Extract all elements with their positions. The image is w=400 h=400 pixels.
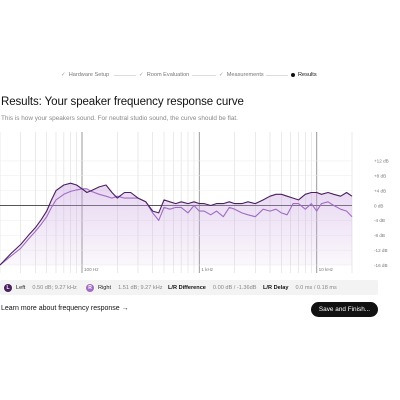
lr-delay-value: 0.0 ms / 0.18 ms [295, 284, 337, 291]
page-subtitle: This is how your speakers sound. For neu… [1, 115, 238, 122]
lr-difference-value: 0.00 dB / -1.36dB [212, 284, 257, 291]
measurement-legend: L Left 0.50 dB; 9.27 kHz R Right 1.51 dB… [0, 280, 378, 295]
y-tick-label: +4 dB [374, 188, 386, 193]
step-label: Measurements [226, 72, 264, 78]
x-tick-label: 10 kHz [319, 267, 334, 272]
step-label: Room Evaluation [146, 72, 190, 78]
y-tick-label: -8 dB [374, 233, 385, 238]
legend-left[interactable]: L Left 0.50 dB; 9.27 kHz [4, 280, 77, 295]
stepper-connector [266, 75, 288, 76]
frequency-response-chart[interactable]: +12 dB +8 dB +4 dB 0 dB -4 dB -8 dB -12 dB -16 … [0, 128, 400, 273]
x-tick-label: 100 Hz [84, 267, 99, 272]
legend-right[interactable]: R Right 1.51 dB; 9.27 kHz [86, 280, 163, 295]
legend-lr-delay: L/R Delay 0.0 ms / 0.18 ms [263, 280, 337, 295]
progress-stepper: ✓ Hardware Setup ✓ Room Evaluation ✓ Mea… [0, 72, 400, 86]
left-channel-badge: L [4, 283, 12, 292]
check-icon: ✓ [219, 72, 224, 78]
step-room-evaluation[interactable]: ✓ Room Evaluation [139, 72, 189, 78]
check-icon: ✓ [139, 72, 144, 78]
legend-right-value: 1.51 dB; 9.27 kHz [118, 284, 163, 291]
response-area-fill [0, 183, 352, 265]
save-and-finish-button[interactable]: Save and Finish... [311, 302, 378, 317]
y-tick-label: +8 dB [374, 174, 386, 179]
lr-difference-label: L/R Difference [168, 284, 206, 291]
legend-lr-difference: L/R Difference 0.00 dB / -1.36dB [168, 280, 256, 295]
series-line-left [0, 182, 353, 266]
legend-left-value: 0.50 dB; 9.27 kHz [32, 284, 77, 291]
page-title: Results: Your speaker frequency response… [1, 96, 244, 108]
check-icon: ✓ [61, 72, 66, 78]
step-hardware-setup[interactable]: ✓ Hardware Setup [61, 72, 109, 78]
step-measurements[interactable]: ✓ Measurements [219, 72, 264, 78]
x-tick-label: 1 kHz [201, 267, 213, 272]
current-step-dot-icon [291, 73, 295, 77]
legend-left-label: Left [16, 284, 26, 291]
stepper-connector [192, 75, 216, 76]
step-label: Results [298, 72, 317, 78]
y-tick-label: -4 dB [374, 218, 385, 223]
right-channel-badge: R [86, 283, 94, 292]
learn-more-link[interactable]: Learn more about frequency response → [1, 305, 129, 312]
step-label: Hardware Setup [68, 72, 110, 78]
lr-delay-label: L/R Delay [263, 284, 289, 291]
y-tick-label: 0 dB [374, 203, 383, 208]
legend-right-label: Right [98, 284, 112, 291]
series-line-right [0, 188, 353, 266]
stepper-connector [114, 75, 136, 76]
step-results[interactable]: Results [291, 72, 317, 78]
y-tick-label: -12 dB [374, 248, 388, 253]
y-tick-label: -16 dB [374, 263, 388, 268]
y-tick-label: +12 dB [374, 159, 389, 164]
